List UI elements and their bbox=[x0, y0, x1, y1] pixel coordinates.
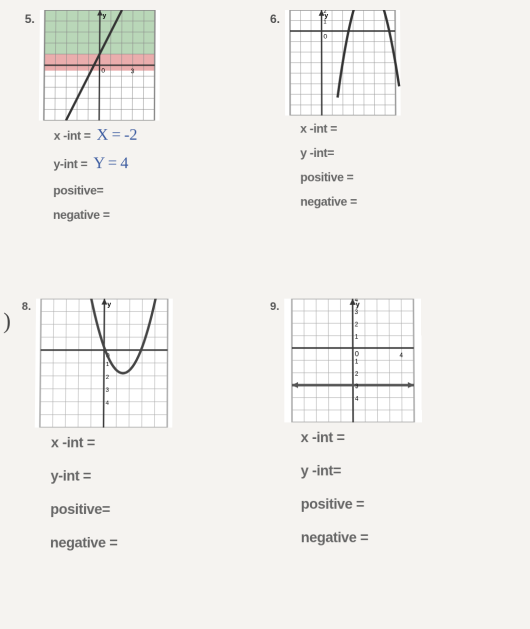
negative-label: negative = bbox=[300, 195, 507, 209]
problem-header: 5. 0 y 3 bbox=[24, 10, 260, 121]
svg-text:0: 0 bbox=[324, 34, 328, 41]
svg-text:0: 0 bbox=[355, 351, 359, 358]
svg-text:1: 1 bbox=[323, 19, 326, 25]
negative-label: negative = bbox=[53, 208, 260, 222]
graph-5: 0 y 3 bbox=[39, 10, 160, 121]
problem-8: 8. 0y1234 x -int = y-int = positive= neg… bbox=[19, 299, 260, 619]
positive-label: positive = bbox=[301, 495, 511, 512]
x-int-label: x -int = bbox=[301, 429, 510, 446]
negative-label: negative = bbox=[301, 529, 511, 546]
problem-6: 6. 0y1234 x -int = y -int= positive = ne… bbox=[270, 10, 508, 288]
y-int-label: y -int= bbox=[301, 462, 510, 479]
x-int-label: x -int = bbox=[51, 434, 260, 451]
graph-8: 0y1234 bbox=[35, 299, 173, 428]
bracket-annotation: ) bbox=[3, 308, 11, 335]
x-int-label: x -int = X = -2 bbox=[54, 127, 260, 145]
svg-text:2: 2 bbox=[323, 10, 326, 15]
labels-block: x -int = y -int= positive = negative = bbox=[270, 429, 511, 546]
positive-label: positive= bbox=[50, 500, 260, 517]
graph-9: 0y112233444 bbox=[284, 299, 422, 423]
graph-wrap: 0y1234 bbox=[285, 10, 401, 116]
svg-text:3: 3 bbox=[131, 68, 135, 75]
graph-wrap: 0y1234 bbox=[35, 299, 173, 428]
problem-number: 9. bbox=[270, 301, 279, 313]
problem-header: 8. 0y1234 bbox=[21, 299, 260, 428]
problem-number: 8. bbox=[22, 301, 31, 313]
y-int-label: y-int = bbox=[51, 467, 260, 484]
svg-text:y: y bbox=[103, 12, 107, 19]
labels-block: x -int = y-int = positive= negative = bbox=[19, 434, 260, 551]
labels-block: x -int = y -int= positive = negative = bbox=[270, 122, 507, 209]
graph-6: 0y1234 bbox=[285, 10, 401, 116]
problem-number: 6. bbox=[270, 12, 280, 26]
problem-header: 6. 0y1234 bbox=[270, 10, 506, 116]
labels-block: x -int = X = -2 y-int = Y = 4 ) positive… bbox=[23, 127, 260, 222]
svg-text:1: 1 bbox=[106, 362, 109, 368]
y-int-label: y-int = Y = 4 bbox=[53, 155, 260, 173]
graph-wrap: 0y112233444 bbox=[284, 299, 422, 423]
x-int-label: x -int = bbox=[300, 122, 506, 136]
problem-number: 5. bbox=[25, 12, 35, 26]
positive-label: positive = bbox=[300, 170, 507, 184]
y-int-label: y -int= bbox=[300, 146, 506, 160]
problem-9: 9. 0y112233444 x -int = y -int= positive… bbox=[270, 299, 511, 619]
problem-5: 5. 0 y 3 x -int = X = -2 y-int = Y = 4 ) p… bbox=[22, 10, 260, 288]
x-int-answer: X = -2 bbox=[97, 127, 137, 144]
svg-text:3: 3 bbox=[106, 388, 109, 394]
svg-text:y: y bbox=[107, 301, 111, 308]
y-int-answer: Y = 4 bbox=[93, 155, 128, 172]
graph-wrap: 0 y 3 bbox=[39, 10, 160, 121]
problem-header: 9. 0y112233444 bbox=[270, 299, 509, 423]
positive-label: positive= bbox=[53, 183, 260, 197]
svg-text:4: 4 bbox=[400, 353, 404, 359]
svg-text:0: 0 bbox=[101, 67, 105, 74]
svg-text:2: 2 bbox=[106, 375, 109, 381]
negative-label: negative = bbox=[50, 534, 260, 551]
